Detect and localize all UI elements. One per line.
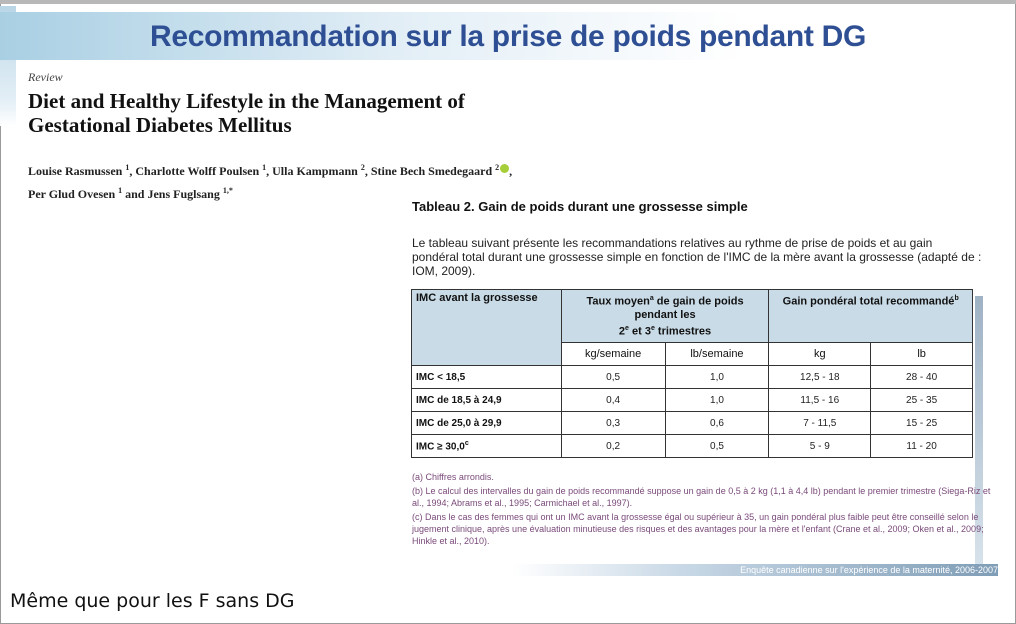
cell-lb: 11 - 20: [870, 434, 973, 458]
authors-line-2: Per Glud Ovesen 1 and Jens Fuglsang 1,*: [28, 181, 628, 204]
table-row: IMC de 18,5 à 24,9 0,4 1,0 11,5 - 16 25 …: [411, 388, 973, 412]
table-shadow: [975, 296, 983, 568]
header-rate-2: 2: [618, 325, 626, 338]
author-affiliation: 2: [360, 163, 365, 172]
author-list: Louise Rasmussen 1, Charlotte Wolff Poul…: [28, 158, 628, 204]
table-row: IMC ≥ 30,0c 0,2 0,5 5 - 9 11 - 20: [411, 434, 973, 458]
header-rate-e1: e: [625, 324, 629, 332]
paper-title: Diet and Healthy Lifestyle in the Manage…: [28, 89, 648, 137]
cell-kg: 7 - 11,5: [768, 411, 872, 435]
and-word: and: [125, 187, 145, 201]
source-bar: [512, 564, 998, 576]
cell-lb-week: 1,0: [664, 388, 770, 412]
author-name: Stine Bech Smedegaard: [370, 164, 493, 178]
table-section: Tableau 2. Gain de poids durant une gros…: [412, 199, 992, 278]
source-text: Enquête canadienne sur l'expérience de l…: [740, 565, 998, 575]
paper-title-line-2: Gestational Diabetes Mellitus: [28, 113, 292, 137]
header-rate-end: trimestres: [654, 325, 712, 338]
header-rate-e2: e: [650, 324, 655, 332]
unit-lb-week: lb/semaine: [664, 342, 770, 366]
paper-title-line-1: Diet and Healthy Lifestyle in the Manage…: [28, 89, 465, 113]
header-imc: IMC avant la grossesse: [411, 289, 562, 366]
row-label-text: IMC ≥ 30,0: [416, 441, 465, 453]
cell-lb: 15 - 25: [870, 411, 973, 435]
author-name: Louise Rasmussen: [28, 164, 123, 178]
authors-line-1: Louise Rasmussen 1, Charlotte Wolff Poul…: [28, 163, 513, 178]
row-label-sup: c: [464, 439, 469, 447]
weight-gain-table: IMC avant la grossesse Taux moyena de ga…: [411, 289, 973, 458]
cell-kg: 11,5 - 16: [768, 388, 872, 412]
header-rate-mid: et 3: [628, 325, 651, 338]
cell-lb-week: 0,5: [664, 434, 770, 458]
table-intro: Le tableau suivant présente les recomman…: [412, 236, 982, 278]
row-label: IMC de 18,5 à 24,9: [411, 388, 562, 412]
row-label: IMC ≥ 30,0c: [411, 434, 562, 458]
table-row: IMC de 25,0 à 29,9 0,3 0,6 7 - 11,5 15 -…: [411, 411, 973, 435]
header-rate: Taux moyena de gain de poids pendant les…: [560, 289, 770, 343]
header-total-sup: b: [954, 295, 959, 302]
footnote-b: (b) Le calcul des intervalles du gain de…: [412, 486, 991, 508]
table-unit-row: kg/semaine lb/semaine kg lb: [412, 342, 973, 366]
table-row: IMC < 18,5 0,5 1,0 12,5 - 18 28 - 40: [411, 365, 973, 389]
cell-kg: 5 - 9: [768, 434, 872, 458]
row-label: IMC < 18,5: [411, 365, 562, 389]
slide-title: Recommandation sur la prise de poids pen…: [149, 20, 867, 53]
cell-kg-week: 0,4: [560, 388, 666, 412]
cell-lb-week: 1,0: [664, 365, 770, 389]
cell-lb: 28 - 40: [870, 365, 973, 389]
unit-lb: lb: [870, 342, 973, 366]
header-rate-sup: a: [649, 295, 654, 302]
author-name: Per Glud Ovesen: [28, 187, 116, 201]
paper-header: Review Diet and Healthy Lifestyle in the…: [28, 70, 648, 137]
author-affiliation: 2: [495, 163, 500, 172]
cell-kg-week: 0,5: [560, 365, 666, 389]
author-affiliation: 1,*: [222, 186, 233, 195]
header-total: Gain pondéral total recommandéb: [768, 289, 973, 343]
row-label: IMC de 25,0 à 29,9: [411, 411, 562, 435]
header-total-text: Gain pondéral total recommandé: [782, 295, 955, 308]
author-name: Jens Fuglsang: [147, 187, 220, 201]
unit-kg: kg: [768, 342, 872, 366]
cell-kg-week: 0,2: [560, 434, 666, 458]
footnote-c: (c) Dans le cas des femmes qui ont un IM…: [412, 512, 984, 546]
author-affiliation: 1: [118, 186, 123, 195]
title-band: [0, 12, 990, 60]
cell-kg: 12,5 - 18: [768, 365, 872, 389]
orcid-icon[interactable]: [500, 164, 510, 173]
header-rate-text-a: Taux moyen: [586, 295, 650, 308]
cell-kg-week: 0,3: [560, 411, 666, 435]
cell-lb-week: 0,6: [664, 411, 770, 435]
header-rate-text-b: de gain de poids pendant les: [634, 295, 744, 321]
table-header-row: IMC avant la grossesse Taux moyena de ga…: [411, 289, 973, 366]
author-affiliation: 1: [262, 163, 267, 172]
unit-kg-week: kg/semaine: [560, 342, 666, 366]
table-footnotes: (a) Chiffres arrondis. (b) Le calcul des…: [412, 471, 992, 549]
footnote-a: (a) Chiffres arrondis.: [412, 472, 494, 482]
slide-note: Même que pour les F sans DG: [10, 590, 295, 612]
author-name: Ulla Kampmann: [272, 164, 358, 178]
review-label: Review: [28, 70, 63, 84]
cell-lb: 25 - 35: [870, 388, 973, 412]
top-border-bar: [0, 0, 1016, 4]
table-heading: Tableau 2. Gain de poids durant une gros…: [412, 199, 748, 214]
author-affiliation: 1: [125, 163, 130, 172]
author-name: Charlotte Wolff Poulsen: [135, 164, 260, 178]
